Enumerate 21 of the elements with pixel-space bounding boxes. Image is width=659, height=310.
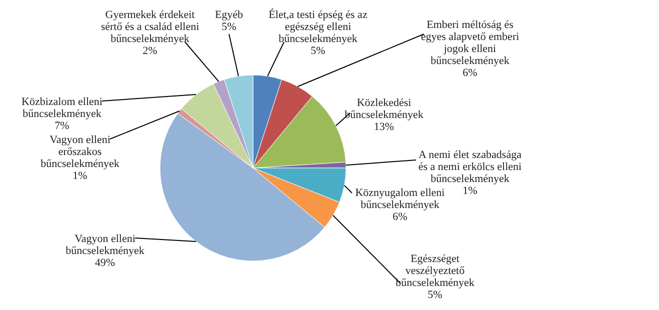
data-label: 5% [222, 21, 236, 33]
data-label: 2% [142, 45, 158, 57]
slice-label: Köznyugalom elleni bűncselekmények [355, 187, 445, 211]
data-label: 5% [310, 45, 326, 57]
slice-label: Egyéb [214, 9, 244, 21]
slice-label: A nemi élet szabadsága és a nemi erkölcs elleni bűncselekmények [418, 149, 522, 185]
data-label: 6% [392, 211, 408, 223]
slice-label: Egészséget veszélyeztető bűncselekmények [396, 253, 475, 289]
slice-label: Vagyon elleni erőszakos bűncselekmények [40, 134, 120, 170]
slice-label: Emberi méltóság és egyes alapvető emberi jogok elleni bűncselekmények [420, 19, 520, 67]
slice-label: Élet,a testi épség és az egészség elleni bűncselekmények [268, 8, 368, 45]
slice-label: Közbizalom elleni bűncselekmények [22, 96, 102, 120]
data-label: 7% [54, 120, 70, 132]
data-label: 6% [462, 67, 478, 79]
data-label: 1% [462, 185, 478, 197]
data-label: 5% [428, 289, 442, 301]
data-label: 1% [72, 170, 88, 182]
data-label: 13% [374, 121, 394, 133]
data-label: 49% [94, 257, 116, 269]
slice-label: Gyermekek érdekeit sértő és a család elleni bűncselekmények [100, 9, 200, 45]
slice-label: Vagyon elleni bűncselekmények [66, 233, 145, 257]
